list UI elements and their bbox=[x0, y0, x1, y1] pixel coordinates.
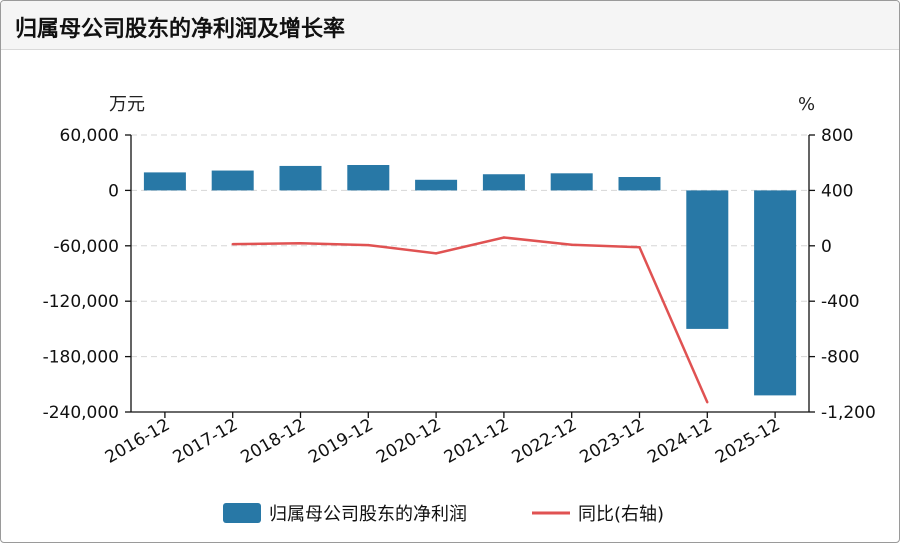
yoy-point-2021-12[interactable] bbox=[502, 236, 506, 239]
left-tick-label: 0 bbox=[108, 181, 119, 201]
left-axis-unit: 万元 bbox=[109, 94, 145, 115]
x-tick-label: 2025-12 bbox=[712, 415, 784, 468]
chart-title: 归属母公司股东的净利润及增长率 bbox=[15, 17, 346, 42]
right-tick-label: 800 bbox=[821, 126, 853, 146]
bar-2021-12[interactable] bbox=[482, 174, 525, 191]
bar-2025-12[interactable] bbox=[754, 190, 797, 396]
x-tick-label: 2017-12 bbox=[170, 415, 242, 468]
yoy-line[interactable] bbox=[232, 236, 709, 403]
yoy-point-2024-12[interactable] bbox=[706, 401, 709, 404]
bar-2018-12[interactable] bbox=[279, 165, 322, 191]
left-tick-label: -240,000 bbox=[43, 403, 119, 423]
bar-2020-12[interactable] bbox=[415, 179, 458, 191]
left-axis-ticks: 60,000 0 -60,000 -120,000 -180,000 -240,000 bbox=[43, 126, 131, 423]
x-tick-label: 2024-12 bbox=[644, 415, 716, 468]
bar-2019-12[interactable] bbox=[347, 165, 390, 191]
bar-2024-12[interactable] bbox=[686, 190, 729, 329]
yoy-point-2020-12[interactable] bbox=[434, 252, 438, 255]
right-tick-label: 400 bbox=[821, 181, 853, 201]
right-tick-label: -800 bbox=[821, 348, 860, 368]
axes bbox=[130, 135, 810, 413]
bar-2016-12[interactable] bbox=[143, 172, 186, 191]
chart-header: 归属母公司股东的净利润及增长率 bbox=[1, 1, 899, 50]
yoy-point-2022-12[interactable] bbox=[570, 243, 573, 246]
legend-item-line[interactable]: 同比(右轴) bbox=[532, 504, 664, 525]
x-tick-label: 2019-12 bbox=[305, 415, 377, 468]
left-tick-label: -120,000 bbox=[43, 292, 119, 312]
x-tick-label: 2021-12 bbox=[441, 415, 513, 468]
legend-bar-label: 归属母公司股东的净利润 bbox=[269, 504, 467, 525]
bar-2022-12[interactable] bbox=[550, 173, 593, 191]
left-tick-label: -60,000 bbox=[53, 237, 119, 257]
right-axis-unit: % bbox=[798, 94, 815, 115]
line-series bbox=[231, 236, 709, 404]
right-tick-label: -400 bbox=[821, 292, 860, 312]
bar-2023-12[interactable] bbox=[618, 177, 661, 191]
x-tick-label: 2020-12 bbox=[373, 415, 445, 468]
left-tick-label: -180,000 bbox=[43, 348, 119, 368]
right-axis-ticks: 800 400 0 -400 -800 -1,200 bbox=[809, 126, 876, 423]
yoy-point-2017-12[interactable] bbox=[231, 242, 234, 246]
yoy-point-2018-12[interactable] bbox=[299, 242, 302, 245]
right-tick-label: -1,200 bbox=[821, 403, 876, 423]
legend-item-bar[interactable]: 归属母公司股东的净利润 bbox=[223, 503, 467, 525]
x-tick-label: 2023-12 bbox=[576, 415, 648, 468]
legend-bar-swatch bbox=[223, 503, 261, 523]
yoy-point-2023-12[interactable] bbox=[638, 245, 641, 249]
bar-2017-12[interactable] bbox=[211, 170, 254, 191]
yoy-point-2019-12[interactable] bbox=[367, 243, 370, 247]
left-tick-label: 60,000 bbox=[60, 126, 119, 146]
right-tick-label: 0 bbox=[821, 237, 832, 257]
x-axis-ticks: 2016-122017-122018-122019-122020-122021-… bbox=[102, 412, 784, 468]
x-tick-label: 2022-12 bbox=[509, 415, 581, 468]
x-tick-label: 2018-12 bbox=[237, 415, 309, 468]
legend: 归属母公司股东的净利润 同比(右轴) bbox=[223, 503, 664, 525]
bar-series bbox=[143, 165, 797, 396]
legend-line-label: 同比(右轴) bbox=[578, 504, 664, 525]
